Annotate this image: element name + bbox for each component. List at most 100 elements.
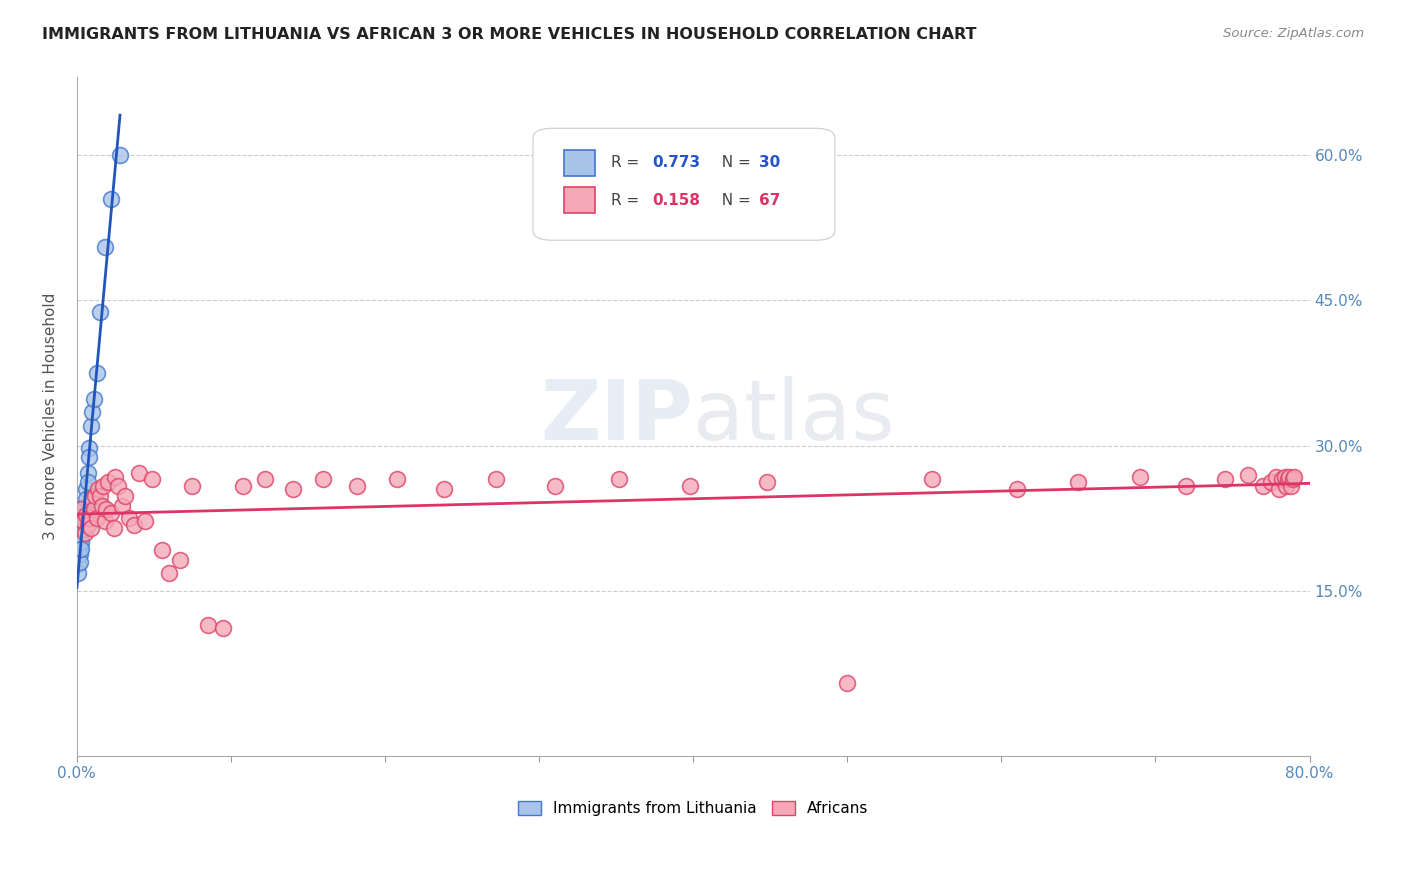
Point: [141, 473, 163, 487]
Point: [80, 521, 103, 535]
Point: [70, 529, 93, 543]
Point: [108, 148, 131, 162]
Point: [756, 475, 779, 490]
Text: R =: R =: [610, 154, 644, 169]
Text: 30: 30: [758, 154, 780, 169]
Point: [82, 405, 104, 419]
Point: [607, 473, 630, 487]
Point: [70, 501, 93, 516]
Point: [107, 479, 129, 493]
Point: [837, 676, 859, 690]
Point: [1267, 482, 1289, 496]
Point: [84, 489, 107, 503]
Point: [100, 192, 122, 206]
Point: [1281, 473, 1303, 487]
Point: [114, 489, 136, 503]
Text: ZIP: ZIP: [541, 376, 693, 457]
Point: [73, 525, 96, 540]
Point: [110, 499, 132, 513]
Point: [253, 473, 276, 487]
Point: [75, 508, 97, 523]
Point: [1275, 479, 1298, 493]
Point: [69, 555, 91, 569]
Point: [197, 617, 219, 632]
Point: [432, 482, 454, 496]
Point: [77, 441, 100, 455]
Point: [77, 450, 100, 465]
Point: [83, 392, 105, 406]
Point: [67, 566, 90, 581]
Text: N =: N =: [711, 154, 755, 169]
Point: [69, 533, 91, 548]
Point: [72, 522, 94, 536]
Text: N =: N =: [711, 193, 755, 208]
Point: [67, 557, 90, 571]
Point: [69, 547, 91, 561]
Point: [1213, 473, 1236, 487]
Point: [1264, 469, 1286, 483]
Point: [169, 553, 191, 567]
Text: IMMIGRANTS FROM LITHUANIA VS AFRICAN 3 OR MORE VEHICLES IN HOUSEHOLD CORRELATION: IMMIGRANTS FROM LITHUANIA VS AFRICAN 3 O…: [42, 27, 977, 42]
Point: [73, 499, 96, 513]
Text: 0.773: 0.773: [652, 154, 700, 169]
Point: [76, 518, 98, 533]
Y-axis label: 3 or more Vehicles in Household: 3 or more Vehicles in Household: [44, 293, 58, 541]
Legend: Immigrants from Lithuania, Africans: Immigrants from Lithuania, Africans: [512, 796, 875, 822]
Point: [67, 545, 90, 559]
Point: [86, 511, 108, 525]
Point: [87, 482, 110, 496]
FancyBboxPatch shape: [533, 128, 835, 240]
Point: [1260, 475, 1282, 490]
Point: [97, 475, 120, 490]
Point: [150, 543, 173, 558]
Point: [73, 518, 96, 533]
Point: [76, 466, 98, 480]
Text: atlas: atlas: [693, 376, 896, 457]
Point: [1067, 475, 1090, 490]
Point: [122, 518, 145, 533]
Point: [1277, 473, 1299, 487]
Point: [76, 475, 98, 490]
Point: [93, 240, 115, 254]
FancyBboxPatch shape: [564, 150, 595, 176]
Point: [134, 514, 156, 528]
Point: [77, 511, 100, 525]
Point: [1279, 479, 1302, 493]
Point: [387, 473, 409, 487]
Point: [485, 473, 508, 487]
Point: [75, 482, 97, 496]
Point: [93, 514, 115, 528]
FancyBboxPatch shape: [564, 187, 595, 213]
Point: [100, 507, 122, 521]
Point: [128, 466, 150, 480]
Point: [212, 621, 235, 635]
Point: [89, 305, 111, 319]
Point: [89, 489, 111, 503]
Point: [1129, 469, 1152, 483]
Point: [70, 542, 93, 557]
Point: [72, 514, 94, 528]
Point: [232, 479, 254, 493]
Text: R =: R =: [610, 193, 644, 208]
Point: [921, 473, 943, 487]
Point: [91, 479, 114, 493]
Text: 0.158: 0.158: [652, 193, 700, 208]
Point: [94, 501, 117, 516]
Point: [1278, 469, 1301, 483]
Point: [104, 469, 127, 483]
Point: [80, 419, 103, 434]
Point: [1237, 467, 1260, 482]
Point: [83, 501, 105, 516]
Point: [86, 366, 108, 380]
Point: [72, 514, 94, 528]
Point: [118, 511, 141, 525]
Point: [69, 541, 91, 555]
Point: [1175, 479, 1198, 493]
Text: 67: 67: [758, 193, 780, 208]
Point: [82, 491, 104, 506]
Point: [1253, 479, 1275, 493]
Point: [70, 521, 93, 535]
Point: [70, 535, 93, 549]
Point: [1271, 473, 1294, 487]
Point: [157, 566, 180, 581]
